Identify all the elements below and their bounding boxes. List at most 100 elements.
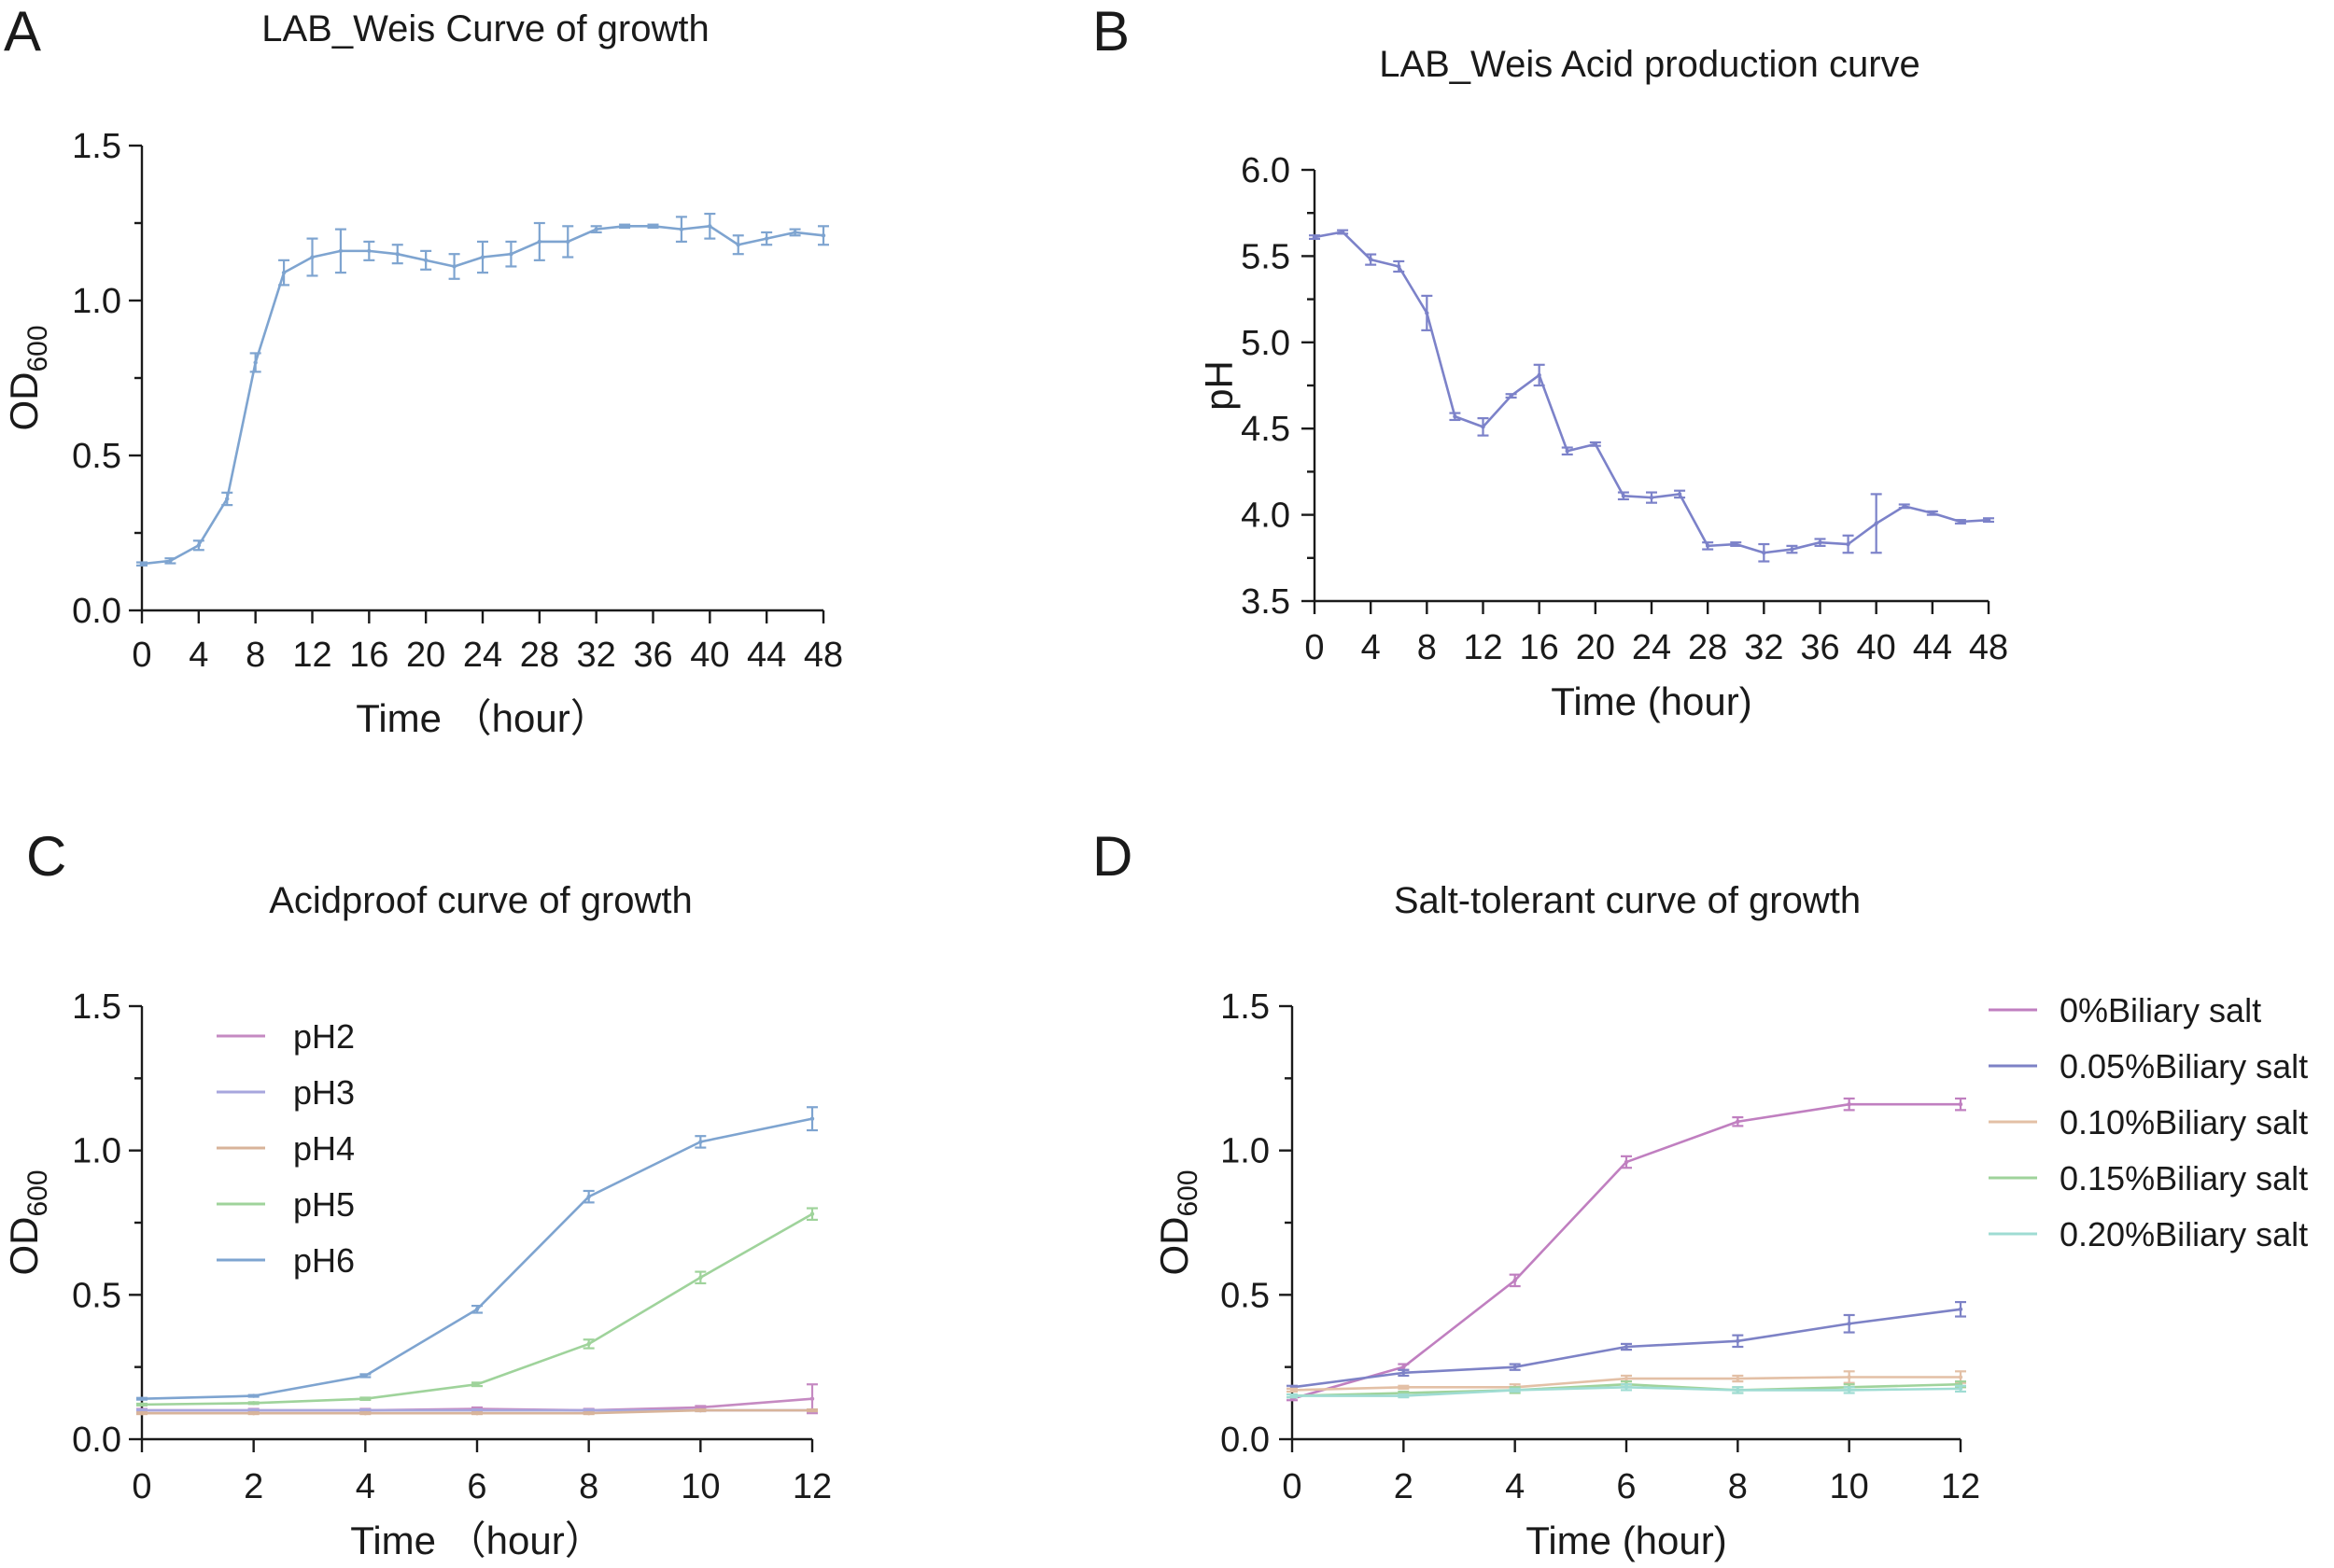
data-point xyxy=(1736,1376,1740,1381)
data-point xyxy=(1958,1386,1963,1392)
data-point xyxy=(139,1410,145,1416)
y-axis-label-subscript: 600 xyxy=(22,325,53,371)
data-point xyxy=(253,360,258,365)
series-0-20-biliary-salt xyxy=(1287,1383,1966,1399)
data-point xyxy=(809,1116,815,1121)
data-point xyxy=(1481,425,1485,429)
data-point xyxy=(698,1407,703,1413)
data-point xyxy=(698,1140,703,1144)
data-point xyxy=(1847,1101,1851,1107)
x-tick-label: 48 xyxy=(1969,628,2008,667)
y-axis-label: OD600 xyxy=(2,1169,53,1275)
data-point xyxy=(474,1382,480,1387)
legend-item: pH5 xyxy=(217,1185,355,1224)
legend-label: pH5 xyxy=(293,1185,355,1224)
x-tick-label: 36 xyxy=(1800,628,1839,667)
y-tick-label: 1.0 xyxy=(72,282,121,321)
data-point xyxy=(196,543,202,548)
chart-title: Acidproof curve of growth xyxy=(269,880,693,921)
data-point xyxy=(1958,1101,1963,1107)
x-tick-label: 4 xyxy=(356,1467,375,1506)
data-point xyxy=(736,243,740,247)
data-point xyxy=(1289,1393,1295,1398)
legend-item: pH4 xyxy=(217,1129,355,1168)
x-tick-label: 48 xyxy=(804,636,843,675)
x-tick-label: 32 xyxy=(1744,628,1783,667)
series-0-biliary-salt xyxy=(1287,1097,1966,1402)
data-point xyxy=(1986,517,1991,523)
legend-item: 0.15%Biliary salt xyxy=(1989,1159,2308,1197)
x-tick-label: 40 xyxy=(1857,628,1896,667)
legend: 0%Biliary salt 0.05%Biliary salt 0.10%Bili… xyxy=(1989,991,2308,1253)
data-point xyxy=(679,227,684,231)
data-point xyxy=(622,224,627,229)
data-point xyxy=(1593,441,1598,447)
legend-label: pH4 xyxy=(293,1129,355,1168)
data-point xyxy=(480,255,485,259)
data-point xyxy=(225,497,230,501)
data-point xyxy=(708,224,712,229)
y-tick-label: 1.0 xyxy=(72,1132,121,1171)
x-tick-label: 28 xyxy=(1688,628,1727,667)
data-point xyxy=(1368,257,1373,262)
data-point xyxy=(1958,1307,1963,1312)
data-point xyxy=(1846,541,1850,547)
legend-item: pH3 xyxy=(217,1073,355,1112)
data-point xyxy=(1340,230,1345,234)
panel-d: D Salt-tolerant curve of growth 0 2 4 6 8 10 12 0… xyxy=(1092,825,2308,1562)
x-axis-label: Time （hour） xyxy=(350,1519,604,1562)
data-point xyxy=(809,1407,815,1413)
data-point xyxy=(1537,372,1541,378)
data-point xyxy=(764,236,769,241)
legend-label: 0%Biliary salt xyxy=(2060,991,2261,1029)
y-axis-label: OD600 xyxy=(2,325,53,430)
data-point xyxy=(1401,1370,1406,1376)
data-point xyxy=(474,1410,480,1416)
data-point xyxy=(1512,1278,1517,1283)
data-point xyxy=(139,562,145,567)
y-tick-label: 0.0 xyxy=(72,1421,121,1460)
data-point xyxy=(1624,1159,1629,1165)
chart-title: LAB_Weis Acid production curve xyxy=(1379,44,1920,85)
x-tick-label: 20 xyxy=(1576,628,1615,667)
data-point xyxy=(139,1396,145,1401)
legend-label: pH2 xyxy=(293,1017,355,1056)
legend-item: pH6 xyxy=(217,1241,355,1280)
y-tick-label: 1.0 xyxy=(1220,1132,1270,1171)
data-point xyxy=(310,255,315,259)
x-tick-label: 12 xyxy=(292,636,331,675)
x-axis-label: Time (hour) xyxy=(1551,679,1751,723)
panel-letter: D xyxy=(1092,825,1132,888)
y-tick-label: 1.5 xyxy=(72,987,121,1027)
series-ph6 xyxy=(136,1106,818,1401)
y-axis-label-subscript: 600 xyxy=(22,1169,53,1216)
x-axis-label: Time （hour） xyxy=(356,696,610,740)
data-point xyxy=(1958,1375,1963,1379)
x-tick-label: 44 xyxy=(747,636,786,675)
x-tick-label: 8 xyxy=(579,1467,598,1506)
data-point xyxy=(281,270,287,275)
data-point xyxy=(1425,311,1429,315)
data-point xyxy=(1401,1393,1406,1398)
y-tick-label: 4.5 xyxy=(1241,410,1290,449)
legend-item: 0.20%Biliary salt xyxy=(1989,1215,2308,1253)
series-line xyxy=(1314,231,1990,554)
data-point xyxy=(537,239,542,245)
data-point xyxy=(1902,504,1906,509)
y-tick-label: 5.5 xyxy=(1241,237,1290,276)
x-tick-label: 20 xyxy=(406,636,445,675)
series-ph4 xyxy=(136,1407,818,1416)
x-tick-label: 40 xyxy=(690,636,729,675)
data-point xyxy=(168,558,173,564)
series-lab-weis xyxy=(136,212,829,567)
data-point xyxy=(821,233,826,238)
data-point xyxy=(1289,1388,1295,1393)
data-point xyxy=(395,252,400,257)
y-axis-label: OD600 xyxy=(1152,1169,1203,1275)
data-point xyxy=(509,252,513,257)
x-tick-label: 12 xyxy=(1941,1467,1980,1506)
data-point xyxy=(1509,393,1513,399)
y-tick-label: 1.5 xyxy=(72,127,121,166)
data-point xyxy=(1847,1375,1851,1379)
